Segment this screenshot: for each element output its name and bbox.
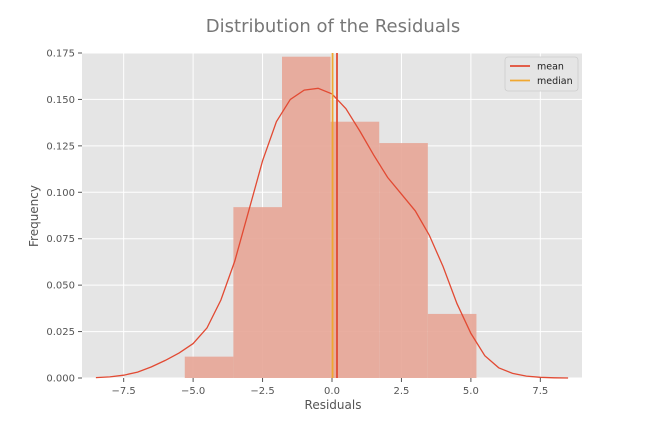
- histogram-bar: [233, 207, 282, 378]
- chart-title: Distribution of the Residuals: [206, 16, 460, 37]
- legend: mean median: [504, 56, 579, 92]
- histogram-bar: [330, 121, 380, 378]
- x-tick-label: 0.0: [324, 386, 340, 397]
- y-tick-label: 0.125: [46, 141, 75, 152]
- x-tick-label: 2.5: [393, 386, 409, 397]
- y-tick-label: 0.075: [46, 234, 75, 245]
- x-axis-label: Residuals: [305, 398, 362, 412]
- x-tick-label: 5.0: [463, 386, 479, 397]
- y-tick-label: 0.000: [46, 374, 75, 385]
- y-tick-label: 0.100: [46, 188, 75, 199]
- y-tick-label: 0.150: [46, 95, 75, 106]
- y-tick-label: 0.050: [46, 281, 75, 292]
- x-tick-label: −5.0: [181, 386, 205, 397]
- histogram-bar: [427, 313, 477, 378]
- histogram-bar: [282, 56, 331, 378]
- histogram-bar: [184, 356, 234, 378]
- y-axis-label: Frequency: [27, 185, 41, 247]
- x-tick-label: −2.5: [250, 386, 274, 397]
- y-tick-label: 0.175: [46, 49, 75, 60]
- histogram-bar: [379, 143, 428, 378]
- legend-median-label: median: [537, 76, 573, 87]
- plot-area: −7.5 −5.0 −2.5 0.0 2.5 5.0 7.5 0.000 0.025 0.050 0…: [46, 49, 582, 397]
- legend-mean-label: mean: [537, 62, 564, 73]
- x-tick-label: −7.5: [112, 386, 136, 397]
- x-tick-label: 7.5: [532, 386, 548, 397]
- y-tick-label: 0.025: [46, 327, 75, 338]
